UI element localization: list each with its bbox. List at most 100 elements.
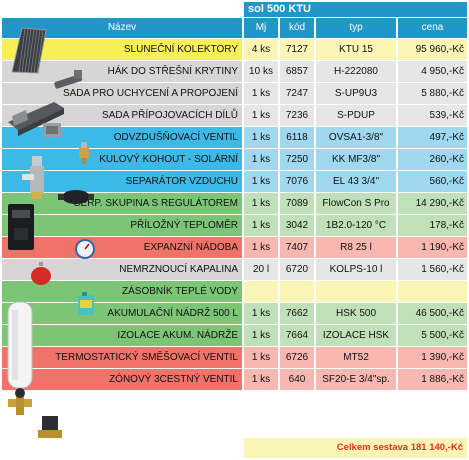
cell-name: SEPARÁTOR VZDUCHU bbox=[2, 171, 242, 192]
cell-cena: 5 880,-Kč bbox=[398, 83, 467, 104]
mixing-valve-icon bbox=[8, 388, 32, 415]
cell-kod: 7662 bbox=[280, 303, 314, 324]
cell-kod: 7236 bbox=[280, 105, 314, 126]
cell-kod: 7127 bbox=[280, 39, 314, 60]
cell-cena: 178,-Kč bbox=[398, 215, 467, 236]
cell-mj: 20 l bbox=[244, 259, 278, 280]
cell-cena: 260,-Kč bbox=[398, 149, 467, 170]
cell-kod bbox=[280, 281, 314, 302]
antifreeze-canister-icon bbox=[78, 292, 94, 315]
pump-group-icon bbox=[8, 204, 34, 250]
cell-mj: 4 ks bbox=[244, 39, 278, 60]
cell-kod: 640 bbox=[280, 369, 314, 390]
cell-typ: R8 25 l bbox=[316, 237, 396, 258]
cell-typ: EL 43 3/4" bbox=[316, 171, 396, 192]
cell-kod: 7089 bbox=[280, 193, 314, 214]
cell-kod: 7076 bbox=[280, 171, 314, 192]
cell-name: TERMOSTATICKÝ SMĚŠOVACÍ VENTIL bbox=[2, 347, 242, 368]
cell-name: KULOVÝ KOHOUT - SOLÁRNÍ bbox=[2, 149, 242, 170]
cell-kod: 6726 bbox=[280, 347, 314, 368]
cell-typ: FlowCon S Pro bbox=[316, 193, 396, 214]
cell-kod: 6720 bbox=[280, 259, 314, 280]
cell-name: ZÁSOBNÍK TEPLÉ VODY bbox=[2, 281, 242, 302]
cell-cena: 497,-Kč bbox=[398, 127, 467, 148]
header-cena: cena bbox=[398, 18, 467, 38]
cell-mj: 1 ks bbox=[244, 171, 278, 192]
cell-mj: 1 ks bbox=[244, 193, 278, 214]
cell-typ: S-UP9U3 bbox=[316, 83, 396, 104]
cell-cena: 95 960,-Kč bbox=[398, 39, 467, 60]
cell-typ: KOLPS-10 l bbox=[316, 259, 396, 280]
cell-mj: 1 ks bbox=[244, 369, 278, 390]
cell-kod: 7250 bbox=[280, 149, 314, 170]
cell-name: AKUMULAČNÍ NÁDRŽ 500 L bbox=[2, 303, 242, 324]
cell-mj: 1 ks bbox=[244, 83, 278, 104]
cell-name: HÁK DO STŘEŠNÍ KRYTINY bbox=[2, 61, 242, 82]
header-mj: Mj bbox=[244, 18, 278, 38]
cell-typ: MT52 bbox=[316, 347, 396, 368]
cell-mj: 1 ks bbox=[244, 105, 278, 126]
cell-typ: SF20-E 3/4"sp. bbox=[316, 369, 396, 390]
cell-kod: 6118 bbox=[280, 127, 314, 148]
cell-name: ODVZDUŠŇOVACÍ VENTIL bbox=[2, 127, 242, 148]
cell-kod: 6857 bbox=[280, 61, 314, 82]
cell-cena: 560,-Kč bbox=[398, 171, 467, 192]
header-kod: kód bbox=[280, 18, 314, 38]
cell-name: ZÓNOVÝ 3CESTNÝ VENTIL bbox=[2, 369, 242, 390]
roof-hook-icon bbox=[54, 70, 83, 89]
cell-mj: 10 ks bbox=[244, 61, 278, 82]
cell-kod: 7664 bbox=[280, 325, 314, 346]
cell-cena: 4 950,-Kč bbox=[398, 61, 467, 82]
cell-cena: 1 390,-Kč bbox=[398, 347, 467, 368]
cell-typ: HSK 500 bbox=[316, 303, 396, 324]
cell-cena: 1 886,-Kč bbox=[398, 369, 467, 390]
cell-typ: S-PDUP bbox=[316, 105, 396, 126]
cell-name: PŘÍLOŽNÝ TEPLOMĚR bbox=[2, 215, 242, 236]
air-separator-icon bbox=[58, 190, 94, 204]
cell-typ: IZOLACE HSK bbox=[316, 325, 396, 346]
cell-name: SLUNEČNÍ KOLEKTORY bbox=[2, 39, 242, 60]
total-sum: Celkem sestava 181 140,-Kč bbox=[244, 438, 467, 458]
cell-cena: 539,-Kč bbox=[398, 105, 467, 126]
mounting-set-icon bbox=[8, 102, 64, 136]
air-vent-valve-icon bbox=[79, 142, 89, 164]
cell-typ: OVSA1-3/8" bbox=[316, 127, 396, 148]
water-tank-icon bbox=[7, 301, 33, 389]
cell-mj: 1 ks bbox=[244, 303, 278, 324]
cell-cena: 1 560,-Kč bbox=[398, 259, 467, 280]
cell-cena: 46 500,-Kč bbox=[398, 303, 467, 324]
cell-cena: 14 290,-Kč bbox=[398, 193, 467, 214]
cell-name: EXPANZNÍ NÁDOBA bbox=[2, 237, 242, 258]
cell-kod: 3042 bbox=[280, 215, 314, 236]
header-name: Název bbox=[2, 18, 242, 38]
solar-collector-icon bbox=[11, 27, 47, 74]
cell-name: SADA PRO UCHYCENÍ A PROPOJENÍ bbox=[2, 83, 242, 104]
cell-typ bbox=[316, 281, 396, 302]
cell-cena: 1 190,-Kč bbox=[398, 237, 467, 258]
connection-parts-icon bbox=[43, 123, 61, 137]
cell-mj: 1 ks bbox=[244, 237, 278, 258]
cell-typ: KTU 15 bbox=[316, 39, 396, 60]
cell-mj bbox=[244, 281, 278, 302]
ball-valve-icon bbox=[22, 156, 44, 199]
group-header: sol 500 KTU bbox=[244, 2, 467, 17]
cell-kod: 7247 bbox=[280, 83, 314, 104]
cell-cena: 5 500,-Kč bbox=[398, 325, 467, 346]
cell-name: IZOLACE AKUM. NÁDRŽE bbox=[2, 325, 242, 346]
cell-mj: 1 ks bbox=[244, 347, 278, 368]
header-typ: typ bbox=[316, 18, 396, 38]
cell-mj: 1 ks bbox=[244, 127, 278, 148]
cell-kod: 7407 bbox=[280, 237, 314, 258]
cell-name: NEMRZNOUCÍ KAPALINA bbox=[2, 259, 242, 280]
cell-mj: 1 ks bbox=[244, 215, 278, 236]
cell-typ: KK MF3/8" bbox=[316, 149, 396, 170]
cell-mj: 1 ks bbox=[244, 149, 278, 170]
thermometer-icon bbox=[75, 239, 95, 259]
cell-typ: 1B2.0-120 °C bbox=[316, 215, 396, 236]
zone-valve-icon bbox=[38, 416, 62, 438]
cell-cena bbox=[398, 281, 467, 302]
expansion-vessel-icon bbox=[31, 262, 51, 285]
cell-mj: 1 ks bbox=[244, 325, 278, 346]
cell-typ: H-222080 bbox=[316, 61, 396, 82]
